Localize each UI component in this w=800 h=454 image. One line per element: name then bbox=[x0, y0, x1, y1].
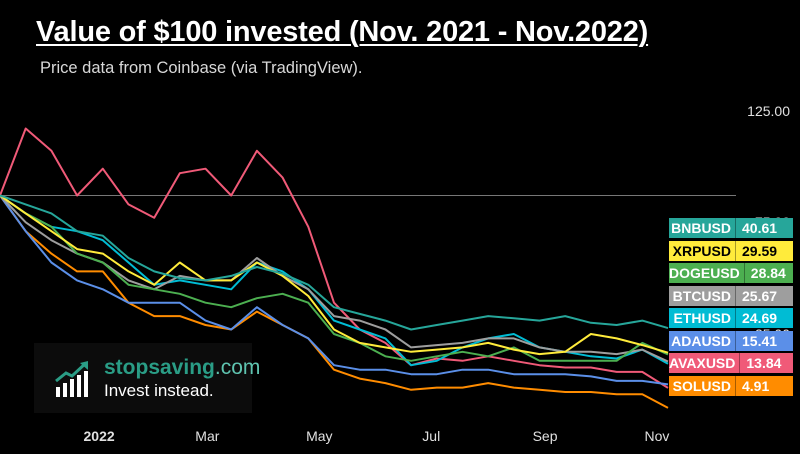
legend-symbol: ETHUSD bbox=[673, 310, 731, 326]
legend-item-dogeusd: DOGEUSD 28.84 bbox=[669, 263, 793, 283]
x-tick-label: 2022 bbox=[83, 428, 115, 444]
brand-name: stopsaving.com bbox=[104, 356, 260, 380]
brand-name-domain: .com bbox=[214, 356, 261, 379]
series-line-solusd bbox=[0, 194, 669, 409]
legend-value: 4.91 bbox=[735, 375, 793, 396]
legend-value: 13.84 bbox=[739, 353, 793, 373]
x-tick-label: Mar bbox=[195, 428, 220, 444]
legend-item-avaxusd: AVAXUSD 13.84 bbox=[669, 353, 793, 373]
legend-symbol: AVAXUSD bbox=[669, 355, 736, 371]
series-line-adausd bbox=[0, 194, 669, 386]
legend-value: 24.69 bbox=[735, 308, 793, 328]
x-tick-label: Jul bbox=[422, 428, 441, 444]
legend-symbol: ADAUSD bbox=[671, 332, 731, 349]
x-tick-label: Nov bbox=[644, 428, 670, 444]
legend-item-ethusd: ETHUSD 24.69 bbox=[669, 308, 793, 328]
chart-title: Value of $100 invested (Nov. 2021 - Nov.… bbox=[36, 16, 649, 48]
series-line-dogeusd bbox=[0, 194, 669, 362]
legend-symbol: SOLUSD bbox=[672, 377, 731, 394]
series-line-btcusd bbox=[0, 194, 669, 363]
series-line-avaxusd bbox=[0, 127, 669, 389]
legend-item-adausd: ADAUSD 15.41 bbox=[669, 330, 793, 351]
legend-symbol: DOGEUSD bbox=[669, 265, 740, 281]
legend-value: 15.41 bbox=[735, 330, 793, 351]
legend-item-btcusd: BTCUSD 25.67 bbox=[669, 285, 793, 306]
growth-chart-icon bbox=[55, 361, 88, 397]
chart-subtitle: Price data from Coinbase (via TradingVie… bbox=[40, 59, 363, 77]
chart-series bbox=[0, 127, 669, 409]
legend-value: 40.61 bbox=[735, 218, 793, 238]
legend-value: 28.84 bbox=[743, 263, 793, 283]
legend-item-solusd: SOLUSD 4.91 bbox=[669, 375, 793, 396]
brand-tagline: Invest instead. bbox=[104, 381, 214, 400]
series-line-bnbusd bbox=[0, 194, 669, 331]
legend-item-xrpusd: XRPUSD 29.59 bbox=[669, 240, 793, 261]
series-line-ethusd bbox=[0, 194, 669, 367]
series-line-xrpusd bbox=[0, 194, 669, 356]
legend-symbol: BNBUSD bbox=[671, 220, 731, 236]
brand-logo: stopsaving.com Invest instead. bbox=[34, 343, 260, 413]
legend-value: 29.59 bbox=[735, 240, 793, 261]
legend-item-bnbusd: BNBUSD 40.61 bbox=[669, 218, 793, 238]
brand-name-bold: stopsaving bbox=[104, 356, 215, 379]
legend-value: 25.67 bbox=[735, 285, 793, 306]
legend-symbol: BTCUSD bbox=[672, 287, 731, 304]
legend-symbol: XRPUSD bbox=[672, 242, 731, 259]
x-tick-label: May bbox=[306, 428, 333, 444]
x-tick-label: Sep bbox=[532, 428, 558, 444]
y-tick-label: 125.00 bbox=[747, 102, 790, 119]
